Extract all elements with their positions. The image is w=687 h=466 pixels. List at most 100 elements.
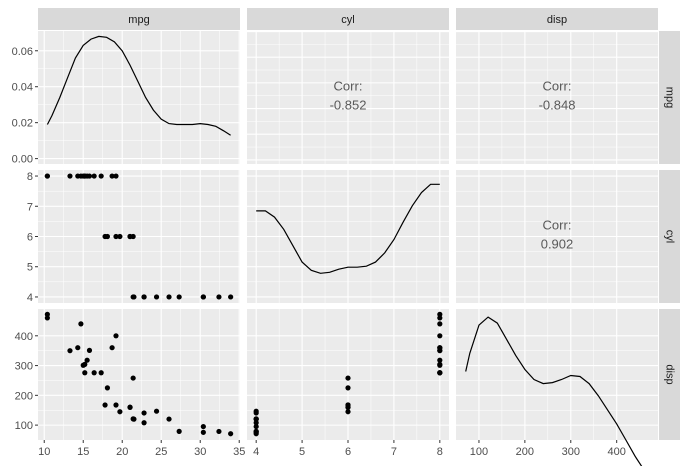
y-tick-label-density: 0.06 xyxy=(12,46,33,58)
correlation-label: Corr: xyxy=(334,79,363,94)
scatter-point xyxy=(91,370,97,376)
scatter-point xyxy=(75,345,81,351)
y-tick-label-density: 0.02 xyxy=(12,118,33,130)
scatter-point xyxy=(166,294,172,300)
scatter-point xyxy=(200,429,206,435)
correlation-label: Corr: xyxy=(543,218,572,233)
scatter-point xyxy=(104,385,111,391)
scatter-point xyxy=(345,375,351,381)
panel-background xyxy=(38,309,240,440)
scatter-point xyxy=(141,294,147,300)
scatter-point xyxy=(67,173,73,179)
scatter-point xyxy=(109,173,115,179)
column-strip xyxy=(456,8,658,30)
x-tick-label-cyl: 7 xyxy=(391,446,397,458)
x-tick-label-mpg: 25 xyxy=(155,446,167,458)
scatter-point xyxy=(44,311,50,317)
y-tick-label-disp: 100 xyxy=(15,420,33,432)
scatter-point xyxy=(102,402,108,408)
scatter-point xyxy=(117,409,123,415)
scatter-point xyxy=(437,321,443,327)
panel-background xyxy=(456,309,658,440)
scatter-point xyxy=(345,402,351,408)
x-tick-label-mpg: 10 xyxy=(38,446,50,458)
scatter-point xyxy=(437,370,443,376)
scatter-point xyxy=(117,233,123,240)
x-tick-label-mpg: 15 xyxy=(77,446,89,458)
x-tick-label-disp: 200 xyxy=(516,446,534,458)
scatter-point xyxy=(253,423,259,430)
scatter-point xyxy=(130,294,136,300)
scatter-point xyxy=(67,348,73,354)
panel-background xyxy=(38,31,240,164)
row-strip-label-mpg: mpg xyxy=(664,87,676,108)
x-tick-label-disp: 100 xyxy=(470,446,488,458)
density-line-cyl xyxy=(256,183,440,274)
scatter-point xyxy=(345,409,351,415)
scatter-point xyxy=(176,428,182,434)
row-strip xyxy=(659,170,680,303)
scatter-point xyxy=(113,173,119,179)
scatter-point xyxy=(80,362,86,368)
scatter-point xyxy=(228,294,234,300)
scatter-point xyxy=(130,416,136,422)
scatter-point xyxy=(113,233,119,240)
scatter-point xyxy=(86,347,93,353)
scatter-point xyxy=(437,362,443,368)
x-tick-label-mpg: 20 xyxy=(116,446,128,458)
column-strip-label-mpg: mpg xyxy=(128,14,149,26)
scatter-point xyxy=(253,410,259,416)
y-tick-label-density: 0.00 xyxy=(12,154,33,166)
y-tick-label-disp: 400 xyxy=(15,331,33,343)
column-strip xyxy=(247,8,449,30)
scatter-point xyxy=(253,428,259,434)
scatter-point xyxy=(437,333,443,339)
x-tick-label-cyl: 4 xyxy=(253,446,259,458)
scatter-point xyxy=(141,410,147,416)
scatter-point xyxy=(200,423,206,430)
x-tick-label-disp: 300 xyxy=(562,446,580,458)
scatter-point xyxy=(109,345,115,351)
row-strip xyxy=(659,309,680,440)
x-tick-label-mpg: 35 xyxy=(233,446,245,458)
y-tick-label-cyl: 8 xyxy=(27,171,33,183)
y-tick-label-disp: 200 xyxy=(15,390,33,402)
scatter-point xyxy=(130,375,136,381)
correlation-label: Corr: xyxy=(543,79,572,94)
scatter-point xyxy=(437,311,443,317)
scatter-point xyxy=(44,173,50,179)
scatter-point xyxy=(82,370,88,376)
x-tick-label-disp: 400 xyxy=(608,446,626,458)
scatter-point xyxy=(91,173,97,179)
scatter-point xyxy=(98,173,104,179)
scatter-point xyxy=(216,428,222,435)
scatter-point xyxy=(80,173,86,179)
scatter-point xyxy=(86,173,93,179)
y-tick-label-cyl: 4 xyxy=(27,292,33,304)
y-tick-label-density: 0.04 xyxy=(12,82,33,94)
scatter-point xyxy=(153,408,160,414)
density-line-disp xyxy=(465,316,643,466)
correlation-value: -0.852 xyxy=(330,98,367,113)
scatter-point xyxy=(176,294,182,300)
column-strip-label-disp: disp xyxy=(547,14,567,26)
scatter-point xyxy=(437,357,443,363)
scatter-point xyxy=(253,420,259,426)
scatter-point xyxy=(113,333,119,339)
y-tick-label-cyl: 5 xyxy=(27,262,33,274)
scatter-point xyxy=(153,294,160,300)
column-strip xyxy=(38,8,240,30)
scatter-point xyxy=(166,416,172,422)
density-line-mpg xyxy=(46,35,231,136)
scatter-point xyxy=(78,321,84,327)
scatter-point xyxy=(113,402,119,408)
scatter-point xyxy=(130,233,136,240)
y-tick-label-disp: 300 xyxy=(15,361,33,373)
scatter-point xyxy=(44,315,50,321)
row-strip xyxy=(659,31,680,164)
scatter-point xyxy=(200,294,206,300)
x-tick-label-cyl: 6 xyxy=(345,446,351,458)
column-strip-label-cyl: cyl xyxy=(341,14,354,26)
row-strip-label-disp: disp xyxy=(664,364,676,384)
